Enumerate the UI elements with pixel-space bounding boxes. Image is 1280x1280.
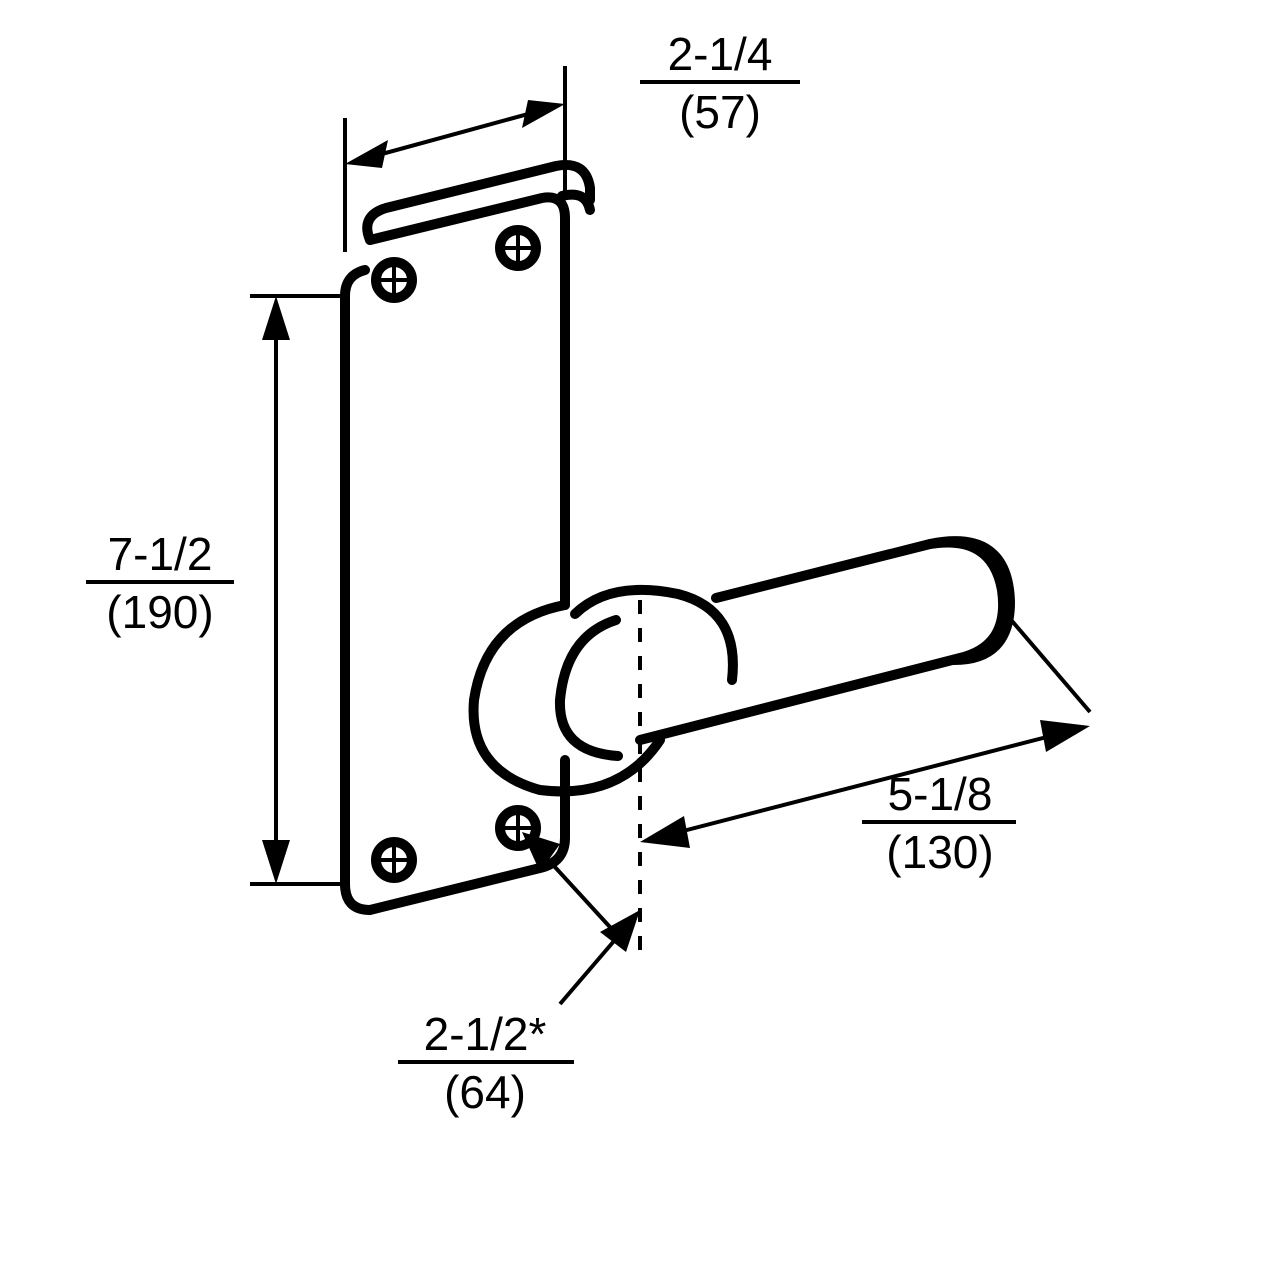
dim-plate-width-imperial: 2-1/4 xyxy=(668,28,773,80)
dimension-plate-width: 2-1/4 (57) xyxy=(345,28,800,252)
lever-handle xyxy=(474,541,1010,791)
screw-hole xyxy=(376,842,412,878)
dim-backset-imperial: 2-1/2* xyxy=(424,1008,547,1060)
dim-lever-metric: (130) xyxy=(886,826,993,878)
dim-lever-imperial: 5-1/8 xyxy=(888,768,993,820)
escutcheon-plate xyxy=(345,165,590,910)
dim-backset-metric: (64) xyxy=(444,1066,526,1118)
screw-hole xyxy=(376,262,412,298)
dim-plate-width-metric: (57) xyxy=(679,86,761,138)
screw-hole xyxy=(500,230,536,266)
dimension-lever-length: 5-1/8 (130) xyxy=(640,614,1090,878)
dim-plate-height-imperial: 7-1/2 xyxy=(108,528,213,580)
dimension-plate-height: 7-1/2 (190) xyxy=(86,296,345,884)
dimension-diagram: 2-1/4 (57) 7-1/2 (190) 5-1/8 (130) 2-1/2… xyxy=(0,0,1280,1280)
dim-plate-height-metric: (190) xyxy=(106,586,213,638)
